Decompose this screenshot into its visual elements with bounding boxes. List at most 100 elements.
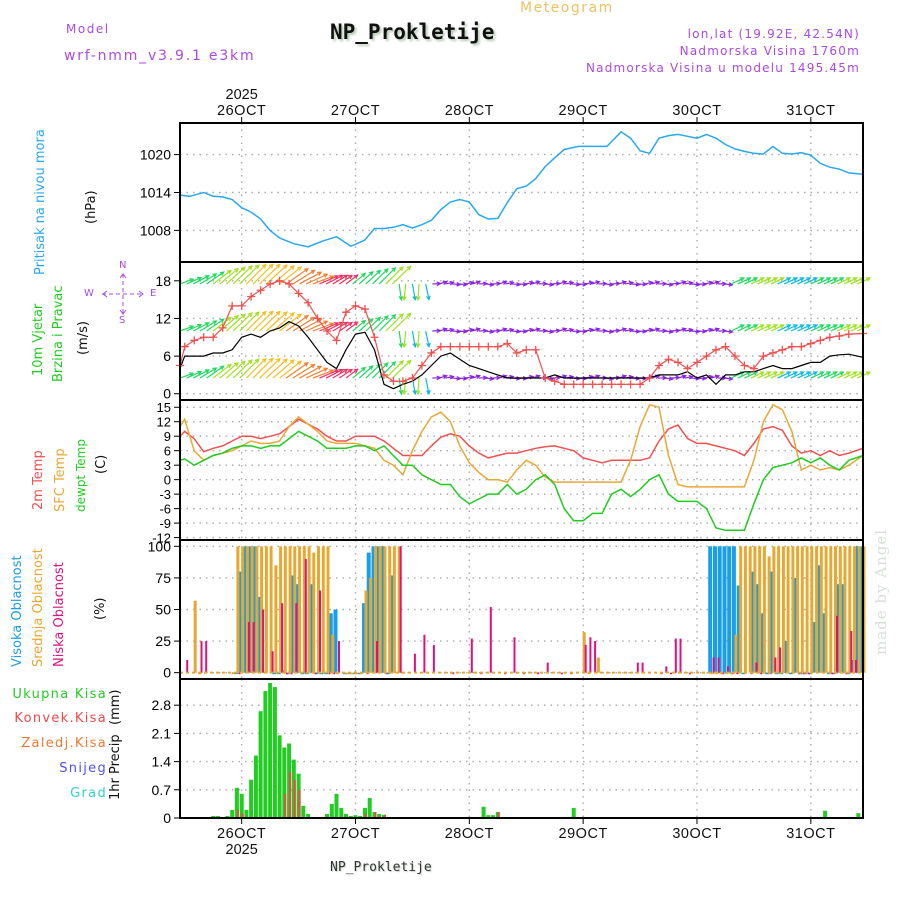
wind-arrow-head — [728, 376, 734, 381]
cloud-bar — [314, 672, 319, 675]
wind-arrow-head — [247, 359, 253, 365]
wind-arrow-head — [852, 371, 858, 376]
cloud-bar — [264, 546, 268, 673]
x-tick-label-top: 26OCT — [217, 103, 266, 119]
wind-arrow — [186, 371, 202, 379]
precip-bar — [284, 793, 287, 818]
wind-arrow-head — [204, 275, 210, 280]
wind-arrow — [498, 281, 507, 285]
gust-marker — [446, 342, 455, 351]
gust-marker — [531, 345, 540, 354]
y-tick-label: 9 — [164, 429, 171, 444]
cloud-bar — [309, 584, 314, 673]
cloud-bar — [850, 631, 853, 673]
wind-arrow — [411, 330, 416, 347]
year-label-top: 2025 — [226, 87, 258, 103]
cloud-bar — [383, 546, 387, 673]
cloud-bar — [378, 546, 382, 673]
cloud-bar — [260, 546, 264, 673]
wind-arrow-head — [334, 322, 340, 327]
wind-arrow — [279, 360, 302, 379]
cloud-bar — [774, 657, 777, 673]
wind-arrow-head — [449, 327, 455, 333]
wind-arrow — [352, 367, 366, 379]
cloud-bar — [855, 660, 857, 673]
wind-arrow-head — [289, 265, 295, 270]
gust-marker — [512, 348, 521, 357]
wind-arrow-head — [714, 327, 721, 332]
gust-marker — [598, 380, 607, 389]
wind-arrow — [417, 378, 420, 395]
cloud-bar — [252, 622, 255, 673]
wind-arrow-head — [648, 327, 654, 333]
precip-bar — [239, 793, 244, 818]
wind-arrow-head — [412, 342, 417, 349]
y-tick-label: 2.8 — [152, 697, 172, 713]
wind-arrow-head — [343, 274, 349, 280]
gust-marker — [474, 342, 483, 351]
wind-arrow — [352, 320, 366, 332]
wind-arrow — [392, 313, 412, 332]
wind-arrow-head — [343, 321, 349, 327]
gust-marker — [797, 342, 806, 351]
wind-arrow-head — [792, 277, 799, 282]
cloud-bar — [250, 546, 254, 673]
wind-arrow-head — [189, 372, 195, 377]
wind-arrow-head — [268, 310, 274, 316]
wind-arrow-head — [383, 362, 389, 368]
wind-arrow-head — [799, 324, 805, 329]
wind-arrow — [358, 271, 374, 285]
wind-arrow — [358, 365, 374, 379]
cloud-bar — [736, 672, 739, 675]
wind-arrow — [259, 311, 281, 332]
precip-bar — [241, 813, 244, 818]
wind-arrow — [206, 271, 225, 285]
gust-marker — [541, 374, 550, 383]
wind-arrow — [803, 371, 818, 379]
wind-arrow-head — [714, 374, 721, 380]
precip-bar — [571, 807, 576, 818]
precip-bar — [481, 806, 486, 818]
cloud-bar — [736, 585, 741, 673]
wind-arrow — [339, 274, 353, 285]
wind-arrow-head — [475, 327, 482, 332]
wind-arrow-head — [426, 342, 431, 349]
model-label: Model — [66, 22, 110, 36]
compass-south: S — [119, 315, 126, 326]
wind-arrow-head — [240, 313, 246, 319]
cloud-bar — [321, 546, 325, 673]
wind-arrow-head — [391, 266, 397, 272]
wind-arrow — [425, 330, 430, 347]
cloud-bar — [674, 638, 677, 673]
wind-arrow-head — [772, 371, 779, 376]
y-tick-label: 3 — [164, 458, 171, 473]
wind-arrow — [777, 371, 791, 379]
gust-marker — [560, 380, 569, 389]
wind-arrow — [810, 324, 824, 332]
wind-arrow-head — [635, 329, 641, 334]
wind-arrow-head — [353, 321, 359, 327]
cloud-bar — [304, 559, 307, 673]
wind-arrow-head — [398, 389, 404, 396]
wind-arrow — [226, 360, 246, 379]
wind-arrow — [272, 312, 295, 332]
gust-marker — [626, 380, 635, 389]
cloud-bar — [679, 638, 682, 673]
precip-bar — [486, 815, 491, 818]
gust-marker — [683, 364, 692, 373]
wind-arrow-head — [753, 277, 759, 282]
cloud-bar — [734, 634, 738, 673]
precip-bar — [272, 687, 277, 818]
wind-arrow-head — [268, 357, 274, 363]
x-tick-label-top: 29OCT — [559, 103, 608, 119]
wind-arrow-head — [289, 359, 296, 364]
cloud-bar — [769, 571, 774, 673]
wind-arrow — [558, 328, 567, 332]
cloud-bar — [670, 672, 672, 675]
wind-arrow-head — [415, 390, 421, 396]
wind-arrow-head — [688, 280, 694, 286]
y-tick-label: -3 — [159, 487, 171, 502]
wind-arrow — [232, 265, 253, 285]
wind-arrow — [591, 328, 600, 332]
wind-arrow-head — [303, 362, 309, 367]
